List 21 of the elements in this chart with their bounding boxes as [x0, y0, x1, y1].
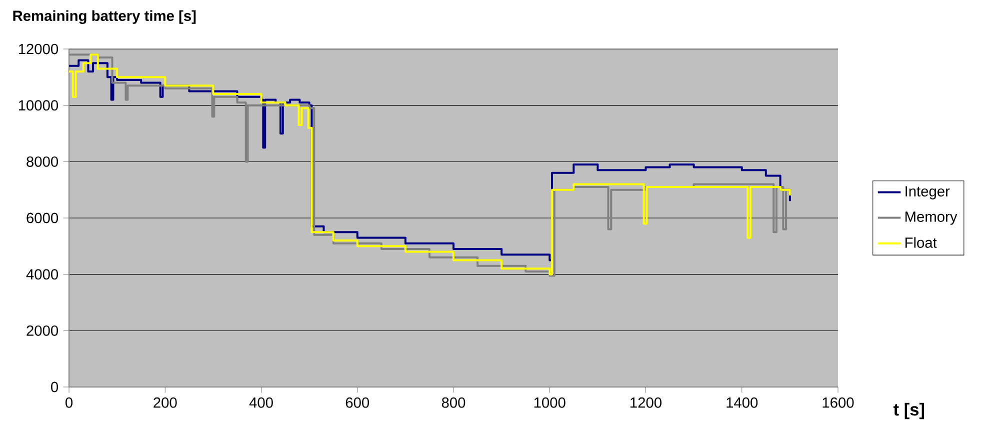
x-tick-label: 800: [442, 397, 466, 408]
legend-label: Float: [906, 237, 937, 248]
y-tick-label: 6000: [26, 212, 58, 224]
y-tick-label: 8000: [26, 156, 58, 167]
y-tick-label: 4000: [26, 269, 58, 280]
y-tick-label: 0: [51, 382, 58, 392]
x-tick-label: 1200: [630, 397, 662, 408]
x-tick-label: 200: [154, 397, 177, 408]
chart-title: Remaining battery time [s]: [13, 10, 196, 24]
x-tick-label: 600: [346, 397, 370, 408]
y-tick-label: 12000: [18, 44, 58, 54]
x-tick-label: 0: [66, 397, 73, 408]
legend-label: Memory: [906, 212, 958, 225]
x-tick-label: 1600: [822, 397, 854, 408]
x-tick-label: 400: [249, 397, 273, 408]
x-axis-title: t [s]: [893, 402, 924, 420]
y-tick-label: 10000: [18, 100, 58, 111]
x-tick-label: 1000: [534, 397, 566, 408]
x-tick-label: 1400: [726, 397, 758, 408]
legend-label: Integer: [906, 186, 950, 200]
y-tick-label: 2000: [26, 325, 58, 336]
